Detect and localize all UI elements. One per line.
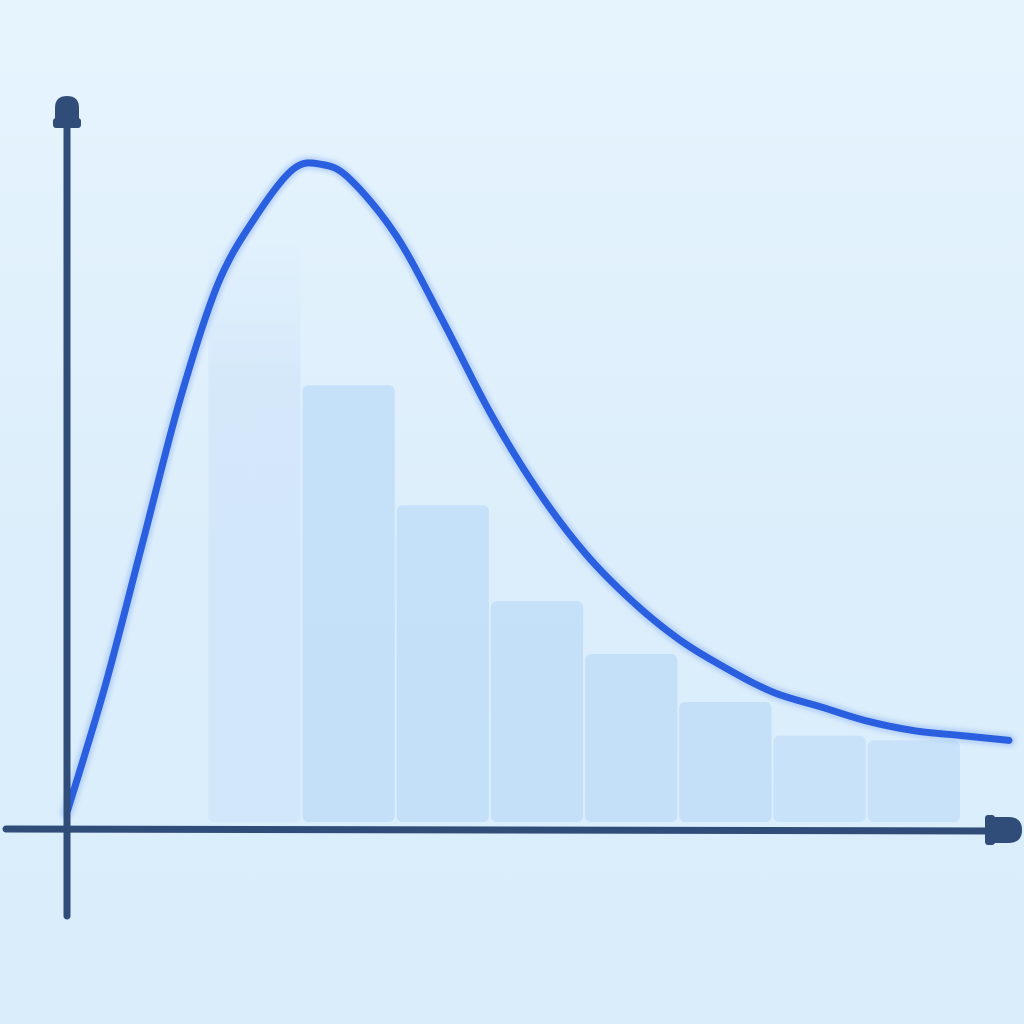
histogram-bar bbox=[490, 601, 584, 822]
y-axis-arrowhead-icon bbox=[53, 96, 81, 128]
density-curve bbox=[60, 156, 1016, 819]
histogram-bar bbox=[585, 654, 678, 822]
density-curve-line bbox=[63, 159, 1013, 816]
x-axis-line bbox=[2, 825, 998, 835]
histogram-bar bbox=[867, 740, 960, 822]
axes bbox=[2, 96, 1022, 920]
histogram-bar bbox=[302, 385, 395, 822]
histogram-bar bbox=[208, 246, 301, 822]
histogram-bars bbox=[208, 246, 960, 822]
x-axis-arrowhead-icon bbox=[985, 815, 1022, 845]
histogram-bar bbox=[773, 735, 866, 822]
histogram-bar bbox=[396, 505, 489, 822]
histogram-bar bbox=[679, 702, 772, 822]
